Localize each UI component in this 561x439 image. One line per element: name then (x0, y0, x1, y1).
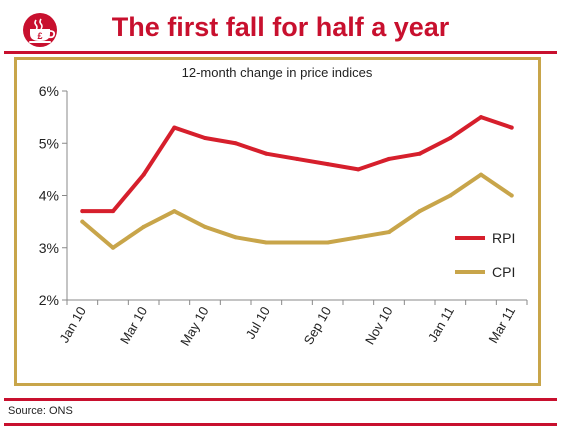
chart-legend: RPI CPI (455, 230, 515, 280)
data-point-cpi (295, 240, 299, 245)
series-line-cpi (80, 172, 514, 250)
data-point-rpi (295, 156, 299, 161)
data-point-cpi (479, 172, 483, 177)
svg-text:£: £ (37, 31, 42, 41)
data-point-rpi (509, 125, 514, 130)
x-tick-label: Nov 10 (362, 304, 396, 347)
x-tick-label: Sep 10 (301, 304, 335, 347)
page-title: The first fall for half a year (111, 12, 450, 42)
legend-label-rpi: RPI (492, 230, 515, 246)
source-note: Source: ONS (8, 405, 73, 417)
data-point-cpi (387, 230, 391, 235)
x-tick-label: Jul 10 (243, 304, 273, 342)
data-point-cpi (172, 209, 177, 214)
data-point-rpi (479, 115, 483, 120)
chart-title: 12-month change in price indices (182, 65, 373, 80)
data-point-rpi (264, 151, 269, 156)
top-rule (4, 51, 557, 54)
y-tick-label: 4% (39, 188, 59, 204)
coffee-cup-pound-icon: £ (23, 13, 57, 47)
y-tick-label: 5% (39, 135, 59, 151)
data-point-rpi (325, 162, 330, 167)
y-tick-label: 3% (39, 240, 59, 256)
data-point-rpi (387, 156, 391, 161)
data-point-cpi (325, 240, 330, 245)
x-tick-label: Mar 10 (117, 304, 150, 347)
chart-axes: 2% 3% 4% 5% 6% Jan 10 Mar 10 May 10 Jul 10 Sep 10… (39, 83, 528, 348)
x-tick-label: May 10 (177, 304, 211, 348)
data-point-rpi (80, 209, 85, 214)
x-tick-label: Jan 11 (425, 304, 457, 344)
data-point-rpi (172, 125, 177, 130)
data-point-cpi (203, 224, 207, 229)
data-point-cpi (141, 224, 146, 229)
x-tick-label: Jan 10 (56, 304, 89, 345)
x-tick-label: Mar 11 (486, 304, 519, 346)
data-point-cpi (448, 193, 453, 198)
data-point-rpi (233, 141, 238, 146)
line-chart: 12-month change in price indices 2% 3% 4% 5… (39, 65, 528, 348)
data-point-cpi (509, 193, 514, 198)
data-point-cpi (356, 235, 361, 240)
data-point-cpi (417, 209, 422, 214)
data-point-cpi (264, 240, 269, 245)
legend-label-cpi: CPI (492, 264, 515, 280)
data-point-rpi (417, 151, 422, 156)
y-tick-label: 6% (39, 83, 59, 99)
data-point-rpi (356, 167, 361, 172)
y-tick-label: 2% (39, 292, 59, 308)
chart-panel: 12-month change in price indices 2% 3% 4% 5… (14, 57, 541, 386)
data-point-rpi (111, 209, 115, 214)
data-point-rpi (448, 136, 453, 141)
data-point-rpi (141, 172, 146, 177)
data-point-cpi (80, 219, 85, 224)
data-point-cpi (111, 245, 115, 250)
data-point-cpi (233, 235, 238, 240)
data-point-rpi (203, 136, 207, 141)
chart-plot (80, 115, 514, 250)
footer-rule (4, 423, 557, 426)
bottom-rule (4, 398, 557, 401)
